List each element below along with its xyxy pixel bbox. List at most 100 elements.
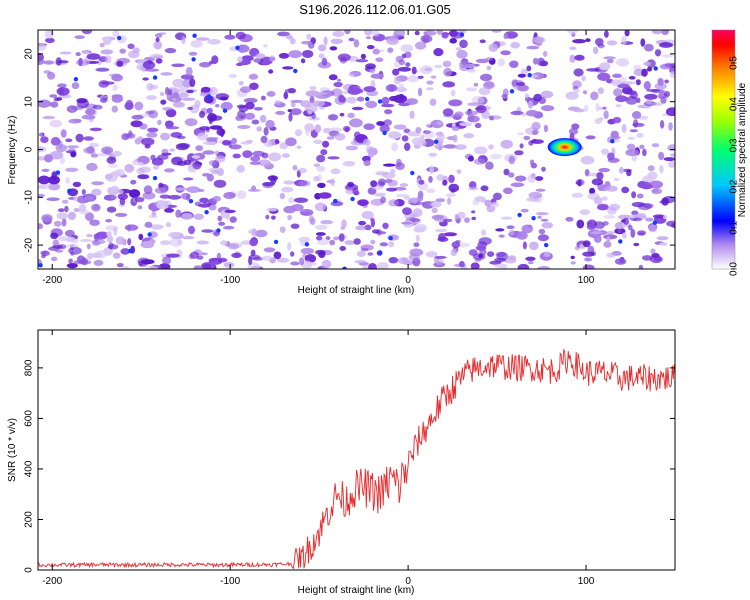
heatmap-cell: [475, 105, 487, 114]
heatmap-cell: [236, 44, 250, 53]
heatmap-cell: [355, 59, 368, 63]
heatmap-cell: [341, 219, 347, 228]
heatmap-cell: [530, 162, 538, 169]
heatmap-cell: [283, 91, 289, 100]
heatmap-cell: [128, 189, 141, 198]
heatmap-cell: [541, 166, 546, 172]
heatmap-cell: [646, 66, 653, 72]
heatmap-cell: [99, 43, 105, 48]
heatmap-cell: [161, 148, 169, 155]
heatmap-cell: [289, 37, 296, 45]
heatmap-cell: [86, 243, 91, 250]
heatmap-cell: [142, 60, 156, 70]
heatmap-cell: [597, 203, 608, 207]
heatmap-hotspot: [191, 57, 196, 62]
heatmap-cell: [443, 232, 457, 237]
heatmap-cell: [110, 185, 119, 193]
heatmap-hotspot: [365, 96, 370, 102]
heatmap-cell: [603, 215, 616, 219]
heatmap-cell: [641, 68, 648, 77]
heatmap-cell: [58, 236, 68, 242]
heatmap-cell: [248, 254, 261, 260]
heatmap-cell: [155, 58, 163, 64]
heatmap-cell: [454, 144, 467, 150]
heatmap-cell: [78, 57, 83, 67]
heatmap-cell: [351, 106, 364, 111]
heatmap-cell: [76, 99, 89, 109]
heatmap-cell: [318, 44, 327, 52]
heatmap-cell: [330, 168, 341, 175]
heatmap-cell: [442, 108, 454, 117]
heatmap-cell: [341, 90, 349, 95]
heatmap-cell: [287, 109, 292, 113]
heatmap-cell: [659, 242, 668, 246]
heatmap-cell: [625, 149, 639, 157]
heatmap-cell: [394, 76, 401, 85]
heatmap-cell: [85, 212, 94, 222]
heatmap-cell: [205, 137, 218, 142]
heatmap-cell: [228, 144, 242, 150]
heatmap-cell: [605, 185, 618, 192]
heatmap-cell: [183, 177, 194, 181]
heatmap-cell: [145, 265, 159, 269]
heatmap-cell: [443, 144, 458, 149]
heatmap-cell: [266, 207, 278, 212]
heatmap-cell: [220, 240, 228, 246]
heatmap-hotspot: [188, 199, 194, 204]
heatmap-cell: [521, 224, 534, 234]
heatmap-cell: [41, 168, 50, 172]
heatmap-cell: [417, 75, 424, 79]
heatmap-cell: [504, 257, 517, 264]
heatmap-cell: [118, 189, 124, 194]
heatmap-cell: [494, 263, 508, 269]
snr-y-ticks: 0 200 400 600 800: [24, 359, 675, 573]
heatmap-hotspot: [204, 210, 209, 215]
heatmap-cell: [355, 225, 367, 231]
heatmap-cell: [574, 54, 585, 61]
heatmap-cell: [193, 213, 204, 220]
heatmap-cell: [106, 156, 117, 164]
heatmap-cell: [327, 156, 340, 160]
heatmap-cell: [509, 229, 515, 236]
heatmap-cell: [238, 81, 244, 86]
heatmap-cell: [281, 153, 290, 158]
heatmap-hotspot: [653, 66, 658, 71]
heatmap-cell: [307, 110, 313, 115]
heatmap-cell: [211, 55, 219, 65]
heatmap-cell: [340, 226, 346, 230]
heatmap-cell: [621, 123, 627, 133]
heatmap-cell: [116, 263, 124, 268]
heatmap-cell: [593, 234, 602, 243]
heatmap-cell: [113, 227, 118, 236]
heatmap-cell: [327, 114, 339, 121]
heatmap-cell: [514, 150, 524, 156]
heatmap-cell: [306, 33, 312, 40]
heatmap-cell: [626, 169, 632, 177]
heatmap-cell: [377, 178, 386, 186]
heatmap-cell: [337, 78, 341, 82]
heatmap-cell: [502, 88, 509, 97]
heatmap-cell: [217, 215, 223, 222]
heatmap-cell: [565, 91, 579, 100]
heatmap-cell: [176, 93, 190, 98]
heatmap-cell: [362, 138, 371, 146]
heatmap-cell: [90, 153, 99, 158]
heatmap-cell: [375, 57, 384, 63]
heatmap-cell: [227, 243, 239, 250]
heatmap-cell: [519, 143, 524, 149]
colorbar-label: Normalized spectral amplitude: [737, 82, 748, 217]
heatmap-cell: [287, 242, 292, 251]
heatmap-cell: [390, 168, 396, 174]
heatmap-cell: [525, 256, 536, 261]
heatmap-cell: [370, 218, 375, 228]
heatmap-cell: [60, 129, 67, 138]
heatmap-cell: [643, 81, 651, 90]
heatmap-cell: [348, 73, 355, 77]
heatmap-cell: [580, 155, 595, 165]
heatmap-cell: [66, 105, 78, 113]
heatmap-cell: [617, 227, 622, 234]
heatmap-cell: [367, 252, 374, 256]
heatmap-cell: [370, 180, 378, 188]
heatmap-cell: [235, 115, 241, 121]
heatmap-cell: [599, 62, 611, 71]
